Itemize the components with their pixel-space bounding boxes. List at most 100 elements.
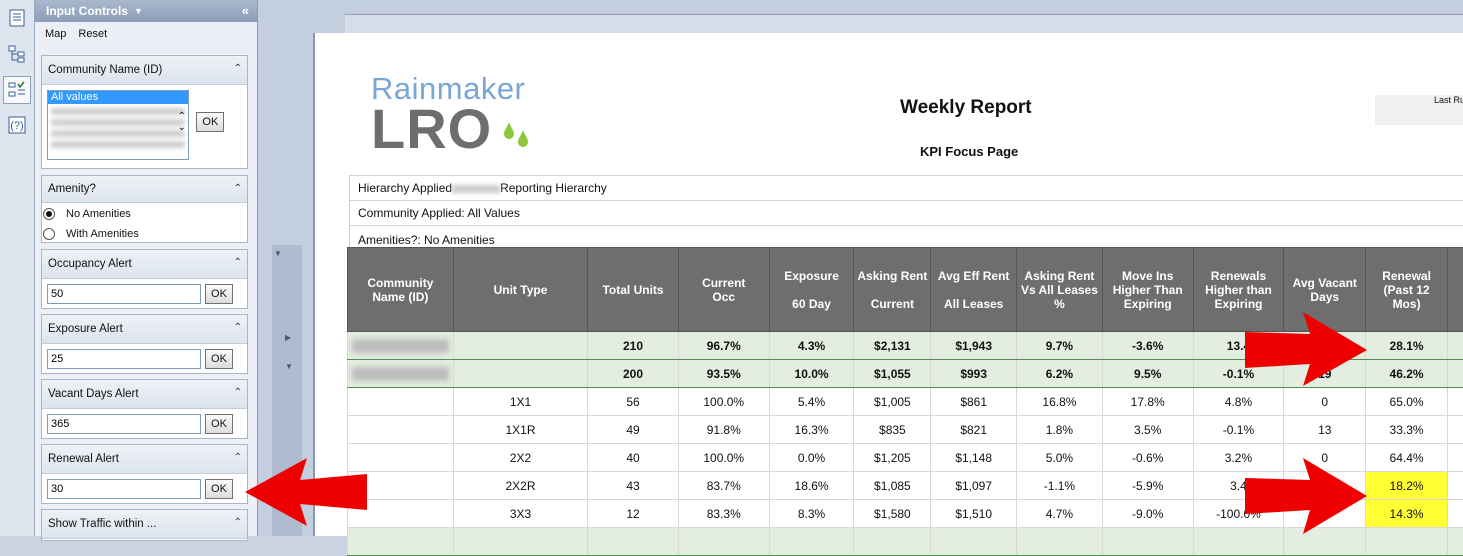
community-listbox[interactable]: All values ⌃⌄ (47, 90, 189, 160)
redacted-community-name[interactable] (352, 367, 449, 381)
triangle-right-icon[interactable]: ▶ (285, 333, 291, 342)
empty-cell (1447, 528, 1463, 556)
exposure-control: Exposure Alert⌃ OK (41, 314, 248, 374)
chevron-up-icon[interactable]: ⌃ (234, 387, 242, 398)
column-header-sublabel: All Leases (933, 297, 1014, 311)
occ-cell: 91.8% (678, 416, 769, 444)
column-header-label: Asking Rent Vs All Leases % (1019, 269, 1100, 311)
panel-menu: Map Reset (35, 22, 257, 46)
radio-with-amenities[interactable]: With Amenities (43, 224, 247, 244)
empty-cell (1017, 528, 1103, 556)
community-selected-option[interactable]: All values (48, 91, 188, 104)
renewal-input[interactable] (47, 479, 201, 499)
vacant-days-ok-button[interactable]: OK (205, 414, 233, 434)
exposure-ok-button[interactable]: OK (205, 349, 233, 369)
renewal-cell: 18.2% (1366, 472, 1448, 500)
column-header: Move Ins Higher Than Expiring (1102, 248, 1193, 332)
moveins-cell: -0.6% (1102, 444, 1193, 472)
ask-cell: $1,055 (854, 360, 931, 388)
radio-empty-icon[interactable] (43, 228, 55, 240)
occ-cell: 100.0% (678, 388, 769, 416)
ask-cell: $835 (854, 416, 931, 444)
column-header-label: Renewals Higher than Expiring (1196, 269, 1282, 311)
ask-cell: $2,131 (854, 332, 931, 360)
chevron-up-icon[interactable]: ⌃ (234, 517, 242, 528)
total-cell: 56 (588, 388, 679, 416)
overflow-cell (1447, 332, 1463, 360)
column-header: Asking Rent Vs All Leases % (1017, 248, 1103, 332)
exp-cell: 4.3% (769, 332, 854, 360)
hierarchy-icon[interactable] (5, 42, 29, 66)
community-cell[interactable] (348, 332, 454, 360)
chevron-up-icon[interactable]: ⌃ (234, 63, 242, 74)
occupancy-ok-button[interactable]: OK (205, 284, 233, 304)
reset-link[interactable]: Reset (78, 28, 107, 40)
panel-header[interactable]: Input Controls ▼ « (35, 0, 257, 22)
exp-cell: 10.0% (769, 360, 854, 388)
vacant-cell: 13 (1284, 416, 1366, 444)
redacted-option[interactable] (51, 108, 185, 115)
chevron-down-icon[interactable]: ▼ (134, 6, 143, 16)
collapse-left-icon[interactable]: « (242, 3, 249, 18)
radio-no-amenities[interactable]: No Amenities (43, 204, 247, 224)
column-header-label: Unit Type (456, 283, 585, 297)
help-icon[interactable]: (?) (5, 113, 29, 137)
redacted-option[interactable] (51, 119, 185, 126)
chevron-up-icon[interactable]: ⌃ (234, 322, 242, 333)
redacted-option[interactable] (51, 130, 185, 137)
radio-selected-icon[interactable] (43, 208, 55, 220)
occupancy-input[interactable] (47, 284, 201, 304)
empty-cell (678, 528, 769, 556)
chevron-up-icon[interactable]: ⌃ (234, 257, 242, 268)
redacted-community-name[interactable] (352, 339, 449, 353)
column-header-label: Current (681, 276, 767, 290)
overflow-cell (1447, 472, 1463, 500)
vacant-cell: 0 (1284, 388, 1366, 416)
occupancy-control: Occupancy Alert⌃ OK (41, 249, 248, 309)
unit-type-cell (453, 360, 587, 388)
community-cell[interactable] (348, 360, 454, 388)
moveins-cell: -3.6% (1102, 332, 1193, 360)
moveins-cell: 17.8% (1102, 388, 1193, 416)
eff-cell: $821 (931, 416, 1017, 444)
exp-cell: 16.3% (769, 416, 854, 444)
panel-title: Input Controls (46, 4, 128, 18)
renewals-cell: 4.8% (1193, 388, 1284, 416)
unit-type-cell: 2X2 (453, 444, 587, 472)
input-controls-icon[interactable] (3, 76, 31, 104)
eff-cell: $1,943 (931, 332, 1017, 360)
chevron-up-icon[interactable]: ⌃ (234, 183, 242, 194)
map-link[interactable]: Map (45, 28, 66, 40)
column-header-sublabel: Current (856, 297, 928, 311)
overflow-cell (1447, 444, 1463, 472)
listbox-scroll-icon[interactable]: ⌃⌄ (178, 111, 186, 133)
redacted-option[interactable] (51, 141, 185, 148)
unit-type-cell: 3X3 (453, 500, 587, 528)
empty-cell (931, 528, 1017, 556)
total-cell: 49 (588, 416, 679, 444)
vacant-days-control: Vacant Days Alert⌃ OK (41, 379, 248, 439)
exposure-input[interactable] (47, 349, 201, 369)
vacant-days-input[interactable] (47, 414, 201, 434)
empty-cell (769, 528, 854, 556)
document-icon[interactable] (5, 6, 29, 30)
eff-cell: $1,510 (931, 500, 1017, 528)
vs-cell: 4.7% (1017, 500, 1103, 528)
community-ok-button[interactable]: OK (196, 112, 224, 132)
triangle-down-icon[interactable]: ▼ (285, 362, 293, 371)
empty-cell (854, 528, 931, 556)
renewal-ok-button[interactable]: OK (205, 479, 233, 499)
renewal-control: Renewal Alert⌃ OK (41, 444, 248, 504)
traffic-control: Show Traffic within ...⌃ (41, 509, 248, 541)
renewal-cell: 46.2% (1366, 360, 1448, 388)
rainmaker-logo: Rainmaker LRO (371, 73, 525, 154)
chevron-up-icon[interactable]: ⌃ (234, 452, 242, 463)
triangle-down-icon[interactable]: ▼ (274, 249, 282, 258)
ask-cell: $1,085 (854, 472, 931, 500)
occ-cell: 100.0% (678, 444, 769, 472)
overflow-cell (1447, 360, 1463, 388)
vs-cell: -1.1% (1017, 472, 1103, 500)
